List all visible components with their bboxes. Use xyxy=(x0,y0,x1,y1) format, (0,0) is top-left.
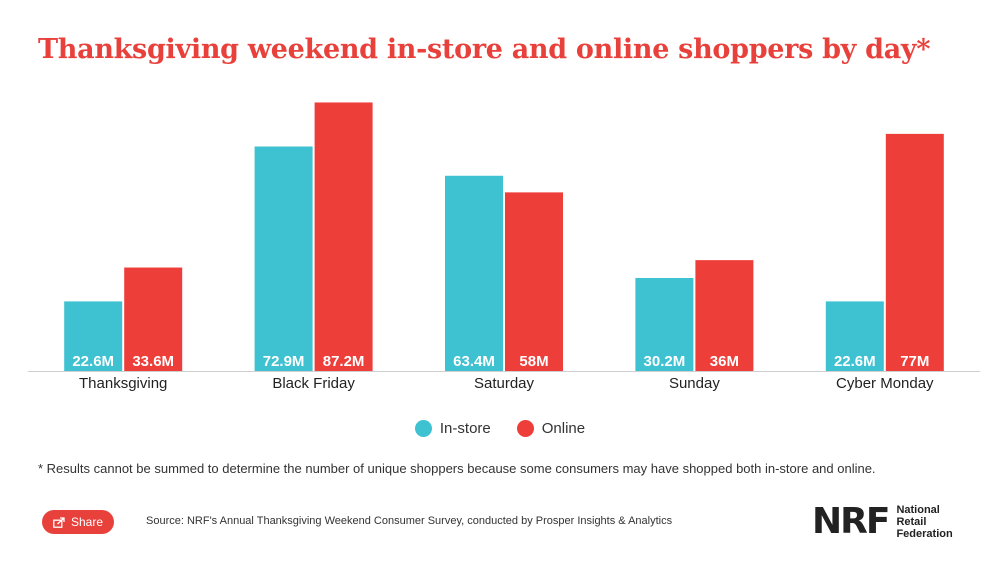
bar-instore-4 xyxy=(825,301,884,371)
legend: In-store Online xyxy=(0,420,1000,437)
bar-chart: 22.6M 33.6M Thanksgiving 72.9M 87.2M Black Fr… xyxy=(28,102,980,392)
logo-mark: NRF xyxy=(812,501,890,542)
legend-label-online: Online xyxy=(541,420,586,437)
legend-item-instore: In-store xyxy=(414,420,491,437)
bar-online-1 xyxy=(314,102,373,372)
data-label-instore-4: 22.6M xyxy=(834,353,876,370)
bar-online-0 xyxy=(124,267,183,371)
bar-instore-0 xyxy=(64,301,123,371)
data-label-instore-3: 30.2M xyxy=(644,353,686,370)
x-tick-label-3: Sunday xyxy=(669,375,720,392)
bar-online-2 xyxy=(505,192,563,371)
source-text: Source: NRF's Annual Thanksgiving Weeken… xyxy=(146,515,673,527)
data-label-instore-0: 22.6M xyxy=(72,353,114,370)
x-tick-label-4: Cyber Monday xyxy=(836,375,934,392)
bar-instore-2 xyxy=(445,175,503,371)
chart-title: Thanksgiving weekend in-store and online… xyxy=(38,34,931,65)
legend-swatch-online xyxy=(516,420,534,437)
logo-line-retail: Retail xyxy=(896,516,927,528)
share-button[interactable]: Share xyxy=(42,510,114,534)
legend-label-instore: In-store xyxy=(439,420,491,437)
bar-instore-1 xyxy=(254,146,313,371)
data-label-online-3: 36M xyxy=(710,353,739,370)
logo-line-federation: Federation xyxy=(896,528,953,540)
data-label-online-0: 33.6M xyxy=(132,353,174,370)
bar-online-4 xyxy=(885,133,944,371)
legend-swatch-instore xyxy=(414,420,432,437)
data-label-instore-1: 72.9M xyxy=(263,353,305,370)
logo-line-national: National xyxy=(896,504,940,516)
nrf-logo: NRF National Retail Federation xyxy=(812,501,953,542)
x-tick-label-1: Black Friday xyxy=(272,375,355,392)
data-label-instore-2: 63.4M xyxy=(453,353,495,370)
data-label-online-2: 58M xyxy=(519,353,548,370)
legend-item-online: Online xyxy=(516,420,586,437)
bar-online-3 xyxy=(695,260,754,371)
bar-instore-3 xyxy=(635,277,694,371)
data-label-online-1: 87.2M xyxy=(323,353,365,370)
logo-text: National Retail Federation xyxy=(896,504,952,540)
x-tick-label-2: Saturday xyxy=(474,375,535,392)
share-label: Share xyxy=(70,515,104,529)
x-tick-label-0: Thanksgiving xyxy=(79,375,167,392)
data-label-online-4: 77M xyxy=(900,353,929,370)
share-icon xyxy=(53,516,65,528)
footnote: * Results cannot be summed to determine … xyxy=(38,461,876,476)
